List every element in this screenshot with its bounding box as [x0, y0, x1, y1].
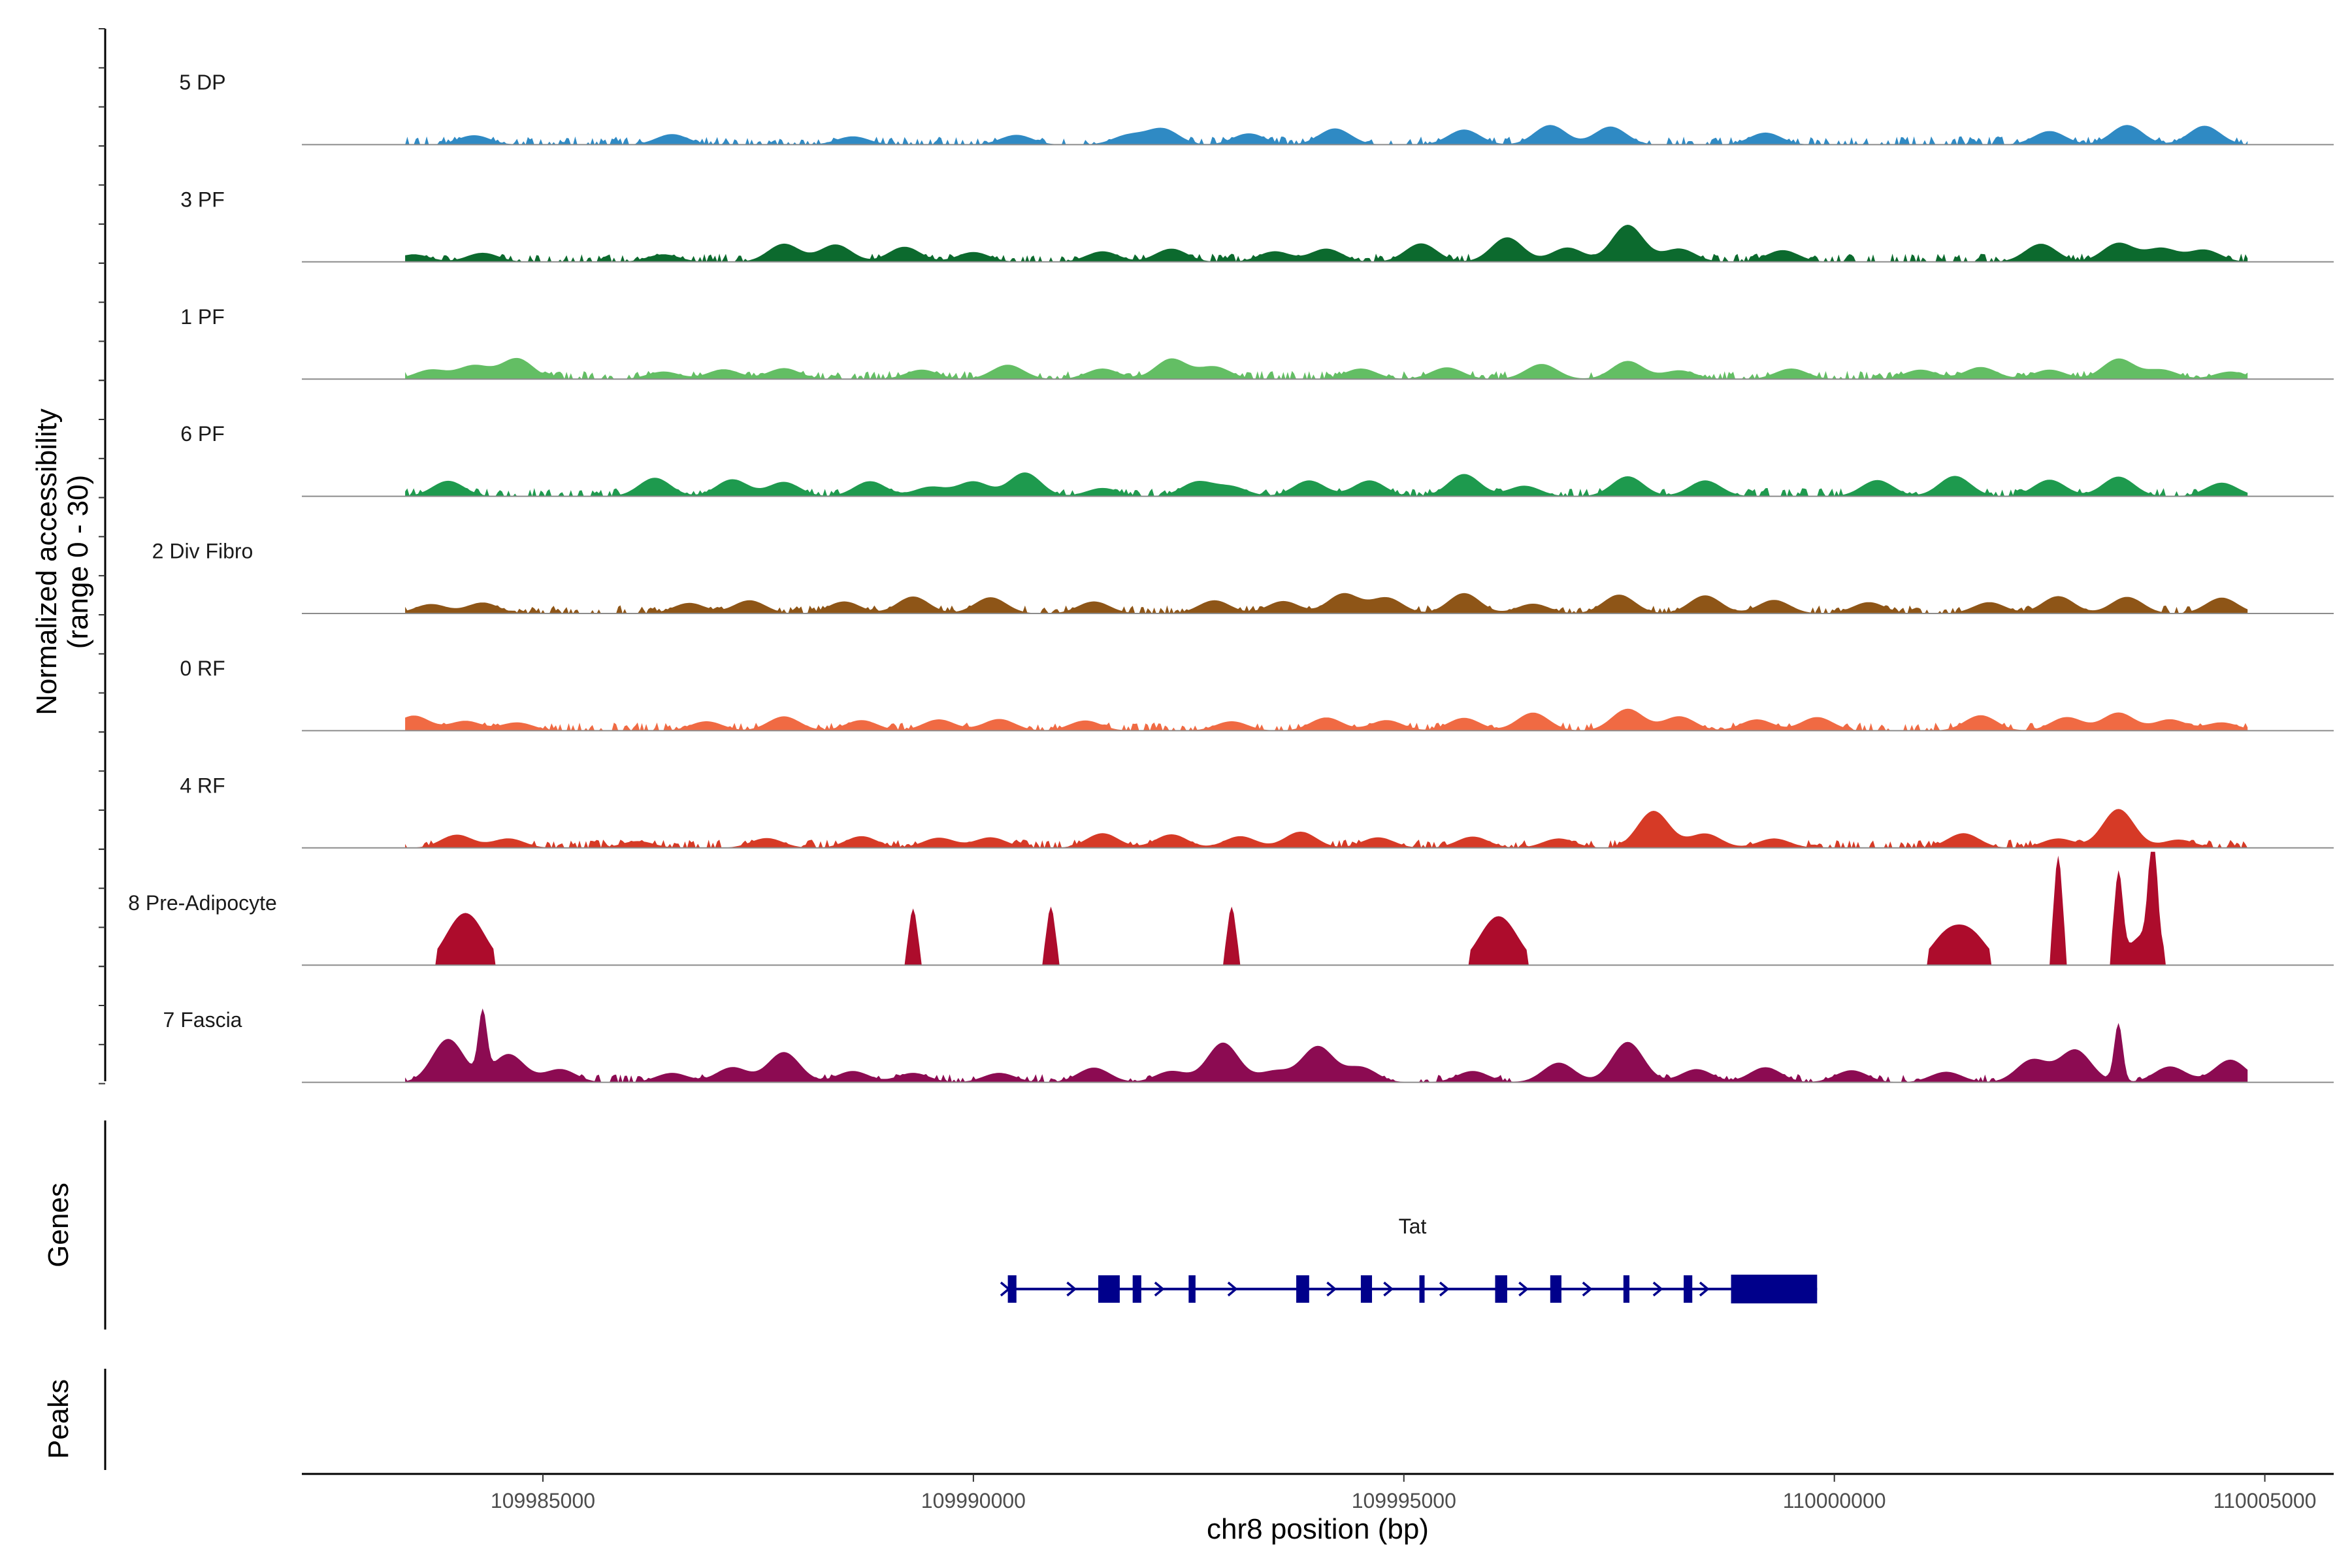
- coverage-y-axis-ticks: [99, 28, 105, 1085]
- track-label-5-dp: 5 DP: [179, 71, 225, 94]
- x-tick-label: 110005000: [2213, 1489, 2317, 1512]
- x-tick-label: 109985000: [491, 1489, 595, 1512]
- gene-strand-arrow: [1154, 1281, 1165, 1297]
- coverage-area-7-fascia: [405, 1008, 2248, 1083]
- coverage-area-2-div-fibro: [405, 593, 2248, 613]
- coverage-tracks: 5 DP 3 PF 1 PF 6 PF 2 Div Fibro 0 RF 4 RF 8 Pre…: [128, 71, 2334, 1083]
- gene-strand-arrow: [1000, 1281, 1011, 1297]
- track-label-4-rf: 4 RF: [180, 774, 225, 797]
- coverage-area-8-pre-adipocyte: [405, 851, 2248, 966]
- coverage-area-0-rf: [405, 708, 2248, 731]
- x-tick-label: 109990000: [921, 1489, 1026, 1512]
- gene-exon: [1731, 1275, 1818, 1303]
- track-4-rf: 4 RF: [180, 774, 2334, 849]
- gene-strand-arrow: [1439, 1281, 1450, 1297]
- gene-strand-arrow: [1227, 1281, 1238, 1297]
- coverage-area-5-dp: [405, 125, 2248, 145]
- gene-exon: [1098, 1275, 1120, 1303]
- gene-strand-arrow: [1326, 1281, 1337, 1297]
- gene-exon: [1550, 1275, 1561, 1303]
- gene-exon: [1188, 1275, 1196, 1303]
- track-label-7-fascia: 7 Fascia: [163, 1008, 242, 1032]
- track-8-pre-adipocyte: 8 Pre-Adipocyte: [128, 851, 2334, 966]
- coverage-area-4-rf: [405, 809, 2248, 848]
- genes-panel-label: Genes: [42, 1183, 74, 1267]
- x-tick-label: 110000000: [1783, 1489, 1886, 1512]
- coverage-area-6-pf: [405, 472, 2248, 497]
- gene-label: Tat: [1399, 1215, 1427, 1238]
- track-label-2-div-fibro: 2 Div Fibro: [152, 540, 253, 563]
- gene-exon: [1419, 1275, 1425, 1303]
- coverage-area-1-pf: [405, 357, 2248, 380]
- peaks-panel-label: Peaks: [42, 1379, 74, 1459]
- y-axis-title: Normalized accessibility: [31, 408, 63, 715]
- track-2-div-fibro: 2 Div Fibro: [152, 540, 2334, 614]
- track-label-1-pf: 1 PF: [180, 305, 225, 329]
- x-axis-title: chr8 position (bp): [1207, 1513, 1429, 1545]
- gene-exon: [1007, 1275, 1017, 1303]
- track-label-3-pf: 3 PF: [180, 188, 225, 211]
- coverage-area-3-pf: [405, 225, 2248, 262]
- gene-model-tat: [1000, 1275, 1818, 1303]
- gene-strand-arrow: [1699, 1281, 1710, 1297]
- track-1-pf: 1 PF: [180, 305, 2334, 380]
- gene-strand-arrow: [1652, 1281, 1663, 1297]
- gene-exon: [1296, 1275, 1309, 1303]
- gene-exon: [1623, 1275, 1630, 1303]
- y-axis-subtitle: (range 0 - 30): [62, 475, 94, 649]
- gene-exon: [1360, 1275, 1373, 1303]
- track-label-8-pre-adipocyte: 8 Pre-Adipocyte: [128, 891, 277, 915]
- gene-exon: [1132, 1275, 1141, 1303]
- gene-exon: [1684, 1275, 1693, 1303]
- gene-strand-arrow: [1383, 1281, 1394, 1297]
- gene-strand-arrow: [1518, 1281, 1529, 1297]
- x-axis-ticks: 109985000 109990000 109995000 110000000 1100…: [491, 1474, 2317, 1512]
- track-label-6-pf: 6 PF: [180, 422, 225, 446]
- track-0-rf: 0 RF: [180, 657, 2334, 732]
- track-5-dp: 5 DP: [179, 71, 2334, 146]
- track-3-pf: 3 PF: [180, 188, 2334, 263]
- gene-strand-arrow: [1582, 1281, 1593, 1297]
- x-tick-label: 109995000: [1352, 1489, 1456, 1512]
- track-label-0-rf: 0 RF: [180, 657, 225, 680]
- track-6-pf: 6 PF: [180, 422, 2334, 497]
- track-7-fascia: 7 Fascia: [163, 1008, 2334, 1083]
- gene-strand-arrow: [1066, 1281, 1077, 1297]
- gene-exon: [1495, 1275, 1507, 1303]
